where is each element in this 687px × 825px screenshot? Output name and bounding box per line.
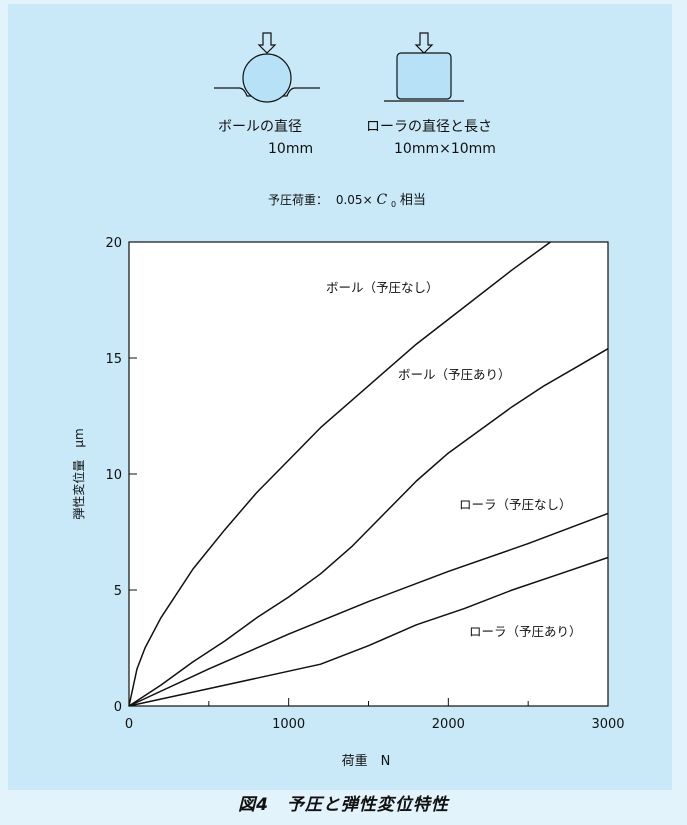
x-tick-label: 0 [125,717,133,732]
plot-area [128,241,609,707]
y-tick-label: 0 [114,700,122,715]
preload-subscript: 0 [391,200,396,209]
y-axis-ticks: 0 5 10 15 20 [105,236,137,715]
ball-diagram [214,32,320,103]
preload-value: 0.05× [336,193,373,207]
series-line-2 [128,512,609,707]
y-tick-label: 5 [114,584,122,599]
x-axis-label: 荷重 N [342,753,391,769]
y-tick-label: 20 [105,236,122,251]
roller-label: ローラの直径と長さ [366,118,492,135]
curve-label-ball-preload: ボール（予圧あり） [398,367,511,382]
figure-svg: ボールの直径 10mm ローラの直径と長さ 10mm×10mm 予圧荷重： 0.… [71,32,625,769]
y-tick-label: 10 [105,468,122,483]
x-tick-label: 1000 [272,717,305,732]
curve-label-roller-preload: ローラ（予圧あり） [469,624,582,639]
preload-line: 予圧荷重： 0.05× C 0 相当 [268,192,426,210]
curve-label-roller-no-preload: ローラ（予圧なし） [459,497,572,512]
x-axis-ticks: 0 1000 2000 3000 [125,698,625,732]
ball-size: 10mm [268,141,313,157]
preload-symbol: C [376,192,387,208]
figure-caption: 図4 予圧と弾性変位特性 [238,795,449,815]
roller-diagram [384,32,464,102]
ball-arrow-icon [257,32,277,54]
x-tick-label: 3000 [591,717,624,732]
series-line-3 [128,556,609,707]
roller-size: 10mm×10mm [394,141,496,157]
curve-label-ball-no-preload: ボール（予圧なし） [326,280,439,295]
series-line-1 [128,348,609,707]
roller-icon [396,52,452,100]
preload-label: 予圧荷重： [268,193,328,207]
y-tick-label: 15 [105,352,122,367]
y-axis-label: 弾性変位量 μm [71,428,86,519]
roller-arrow-icon [414,32,434,54]
preload-suffix: 相当 [400,193,426,208]
series-lines [128,241,609,707]
ball-icon [242,53,292,103]
ball-label: ボールの直径 [218,118,302,135]
x-tick-label: 2000 [432,717,465,732]
series-line-0 [128,241,551,707]
